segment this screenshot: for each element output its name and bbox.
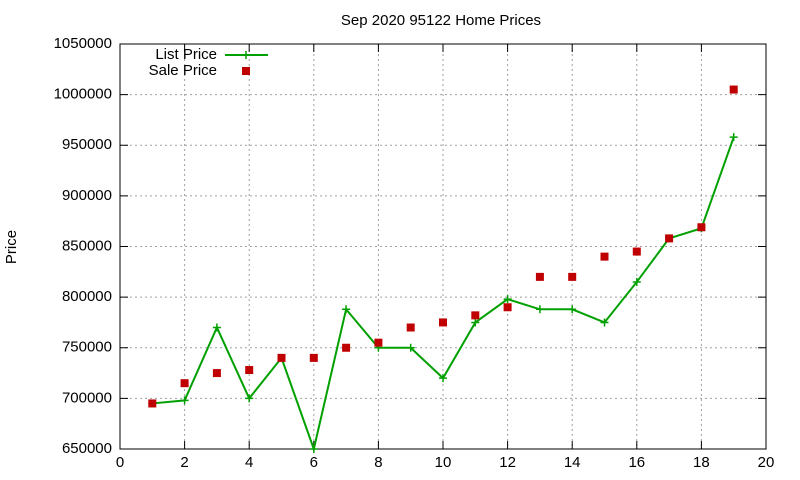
point-marker (245, 366, 254, 375)
point-marker (729, 85, 738, 94)
x-tick-label: 2 (180, 454, 188, 471)
x-tick-label: 16 (628, 454, 645, 471)
point-marker (632, 277, 641, 286)
point-marker (245, 394, 254, 403)
point-marker (471, 318, 480, 327)
point-marker (277, 353, 286, 362)
point-marker (212, 369, 221, 378)
x-tick-label: 8 (374, 454, 382, 471)
point-marker (212, 323, 221, 332)
point-marker (568, 305, 577, 314)
x-tick-label: 6 (310, 454, 318, 471)
y-axis-label: Price (3, 230, 20, 264)
x-tick-label: 14 (564, 454, 581, 471)
point-marker (342, 343, 351, 352)
x-tick-label: 4 (245, 454, 253, 471)
y-tick-label: 800000 (62, 288, 112, 305)
point-marker (309, 445, 318, 453)
legend-label: Sale Price (149, 62, 217, 79)
y-tick-label: 750000 (62, 339, 112, 356)
point-marker (148, 399, 157, 408)
y-tick-label: 1050000 (54, 35, 112, 52)
point-marker (439, 318, 447, 327)
point-marker (439, 374, 447, 383)
plot-border (119, 43, 767, 450)
x-tick-label: 10 (435, 454, 452, 471)
legend-label: List Price (155, 46, 217, 63)
point-marker (503, 295, 512, 304)
y-tick-label: 950000 (62, 136, 112, 153)
legend-swatch (242, 51, 250, 59)
x-tick-label: 20 (758, 454, 775, 471)
x-tick-label: 0 (116, 454, 124, 471)
point-marker (503, 303, 512, 312)
point-marker (600, 318, 609, 327)
point-marker (535, 272, 544, 281)
y-tick-label: 850000 (62, 237, 112, 254)
y-tick-label: 650000 (62, 440, 112, 457)
x-tick-label: 18 (693, 454, 710, 471)
point-marker (632, 247, 641, 256)
point-marker (535, 305, 544, 314)
x-tick-label: 12 (499, 454, 516, 471)
point-marker (342, 305, 351, 314)
point-marker (180, 396, 189, 405)
chart-title: Sep 2020 95122 Home Prices (341, 12, 541, 29)
legend-swatch (242, 67, 250, 75)
point-marker (471, 311, 480, 320)
point-marker (665, 234, 674, 243)
point-marker (697, 223, 706, 232)
point-marker (600, 252, 609, 261)
y-tick-label: 1000000 (54, 86, 112, 103)
point-marker (729, 133, 738, 142)
point-marker (406, 323, 415, 332)
point-marker (374, 338, 383, 347)
point-marker (406, 343, 415, 352)
point-marker (180, 379, 189, 388)
point-marker (309, 353, 318, 362)
y-tick-label: 900000 (62, 187, 112, 204)
series-line (152, 136, 735, 453)
point-marker (568, 272, 577, 281)
y-tick-label: 700000 (62, 389, 112, 406)
